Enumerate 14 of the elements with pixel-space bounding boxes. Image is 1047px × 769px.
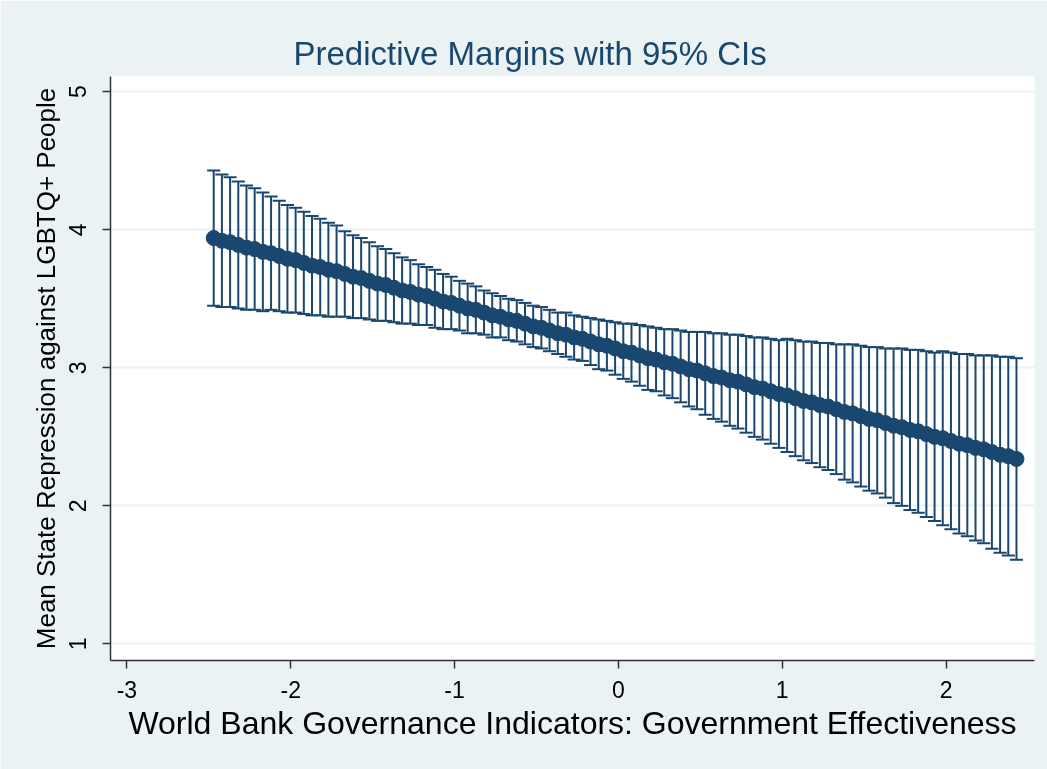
x-tick-label: -1 bbox=[444, 676, 465, 703]
y-tick-label: 2 bbox=[65, 499, 92, 513]
y-tick-label: 1 bbox=[65, 637, 92, 651]
y-tick-label: 3 bbox=[65, 361, 92, 375]
x-tick-label: -3 bbox=[116, 676, 138, 703]
x-tick-label: 0 bbox=[611, 676, 625, 703]
x-tick-label: 2 bbox=[939, 676, 953, 703]
y-tick-label: 5 bbox=[65, 85, 92, 99]
x-axis-title: World Bank Governance Indicators: Government Effectiveness bbox=[128, 704, 1017, 741]
x-tick-label: -2 bbox=[280, 676, 301, 703]
y-axis-title: Mean State Repression against LGBTQ+ People bbox=[30, 87, 61, 650]
chart-title: Predictive Margins with 95% CIs bbox=[293, 34, 767, 72]
y-tick-label: 4 bbox=[65, 223, 92, 237]
x-tick-label: 1 bbox=[775, 676, 789, 703]
